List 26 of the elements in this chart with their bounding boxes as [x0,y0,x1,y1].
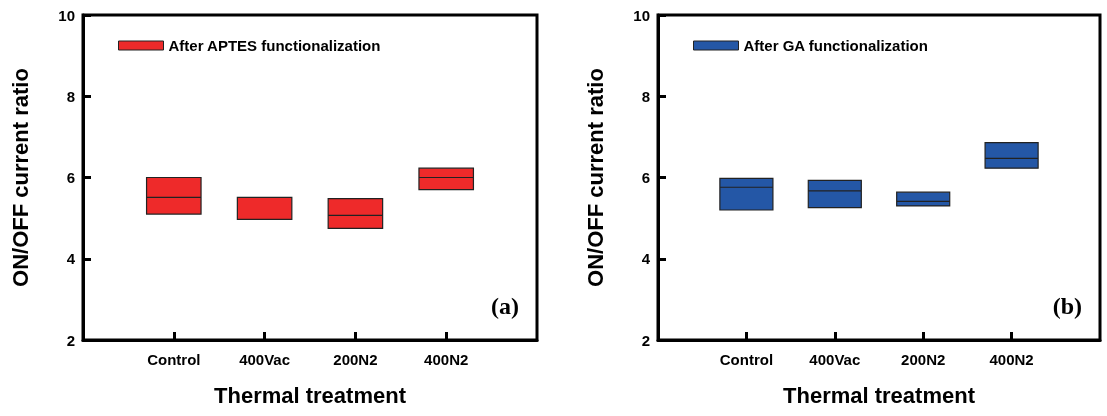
annotation: (a) [491,293,519,319]
x-tick-label: 400Vac [239,351,291,368]
legend-label: After APTES functionalization [168,37,381,54]
x-axis-title: Thermal treatment [214,382,407,408]
legend-label: After GA functionalization [743,37,928,54]
x-tick-label: 400N2 [989,351,1034,368]
y-tick-label: 2 [641,331,650,349]
x-tick-label: Control [719,351,774,368]
y-tick-label: 2 [66,331,75,349]
x-axis-title: Thermal treatment [783,382,976,408]
y-tick-label: 6 [66,169,75,186]
x-tick-label: 200N2 [333,351,378,368]
y-tick-label: 4 [66,250,76,268]
y-axis-title: ON/OFF current ratio [7,68,33,287]
x-tick-label: Control [147,351,201,368]
y-tick-label: 10 [58,6,75,24]
annotation: (b) [1052,293,1083,319]
y-axis-title: ON/OFF current ratio [582,68,608,287]
y-tick-label: 8 [66,87,75,105]
x-tick-label: 200N2 [901,351,946,368]
x-tick-label: 400N2 [424,351,469,368]
y-tick-label: 10 [633,6,650,24]
y-tick-label: 8 [641,87,650,105]
y-tick-label: 6 [641,169,650,186]
x-tick-label: 400Vac [809,351,861,368]
y-tick-label: 4 [641,250,651,268]
